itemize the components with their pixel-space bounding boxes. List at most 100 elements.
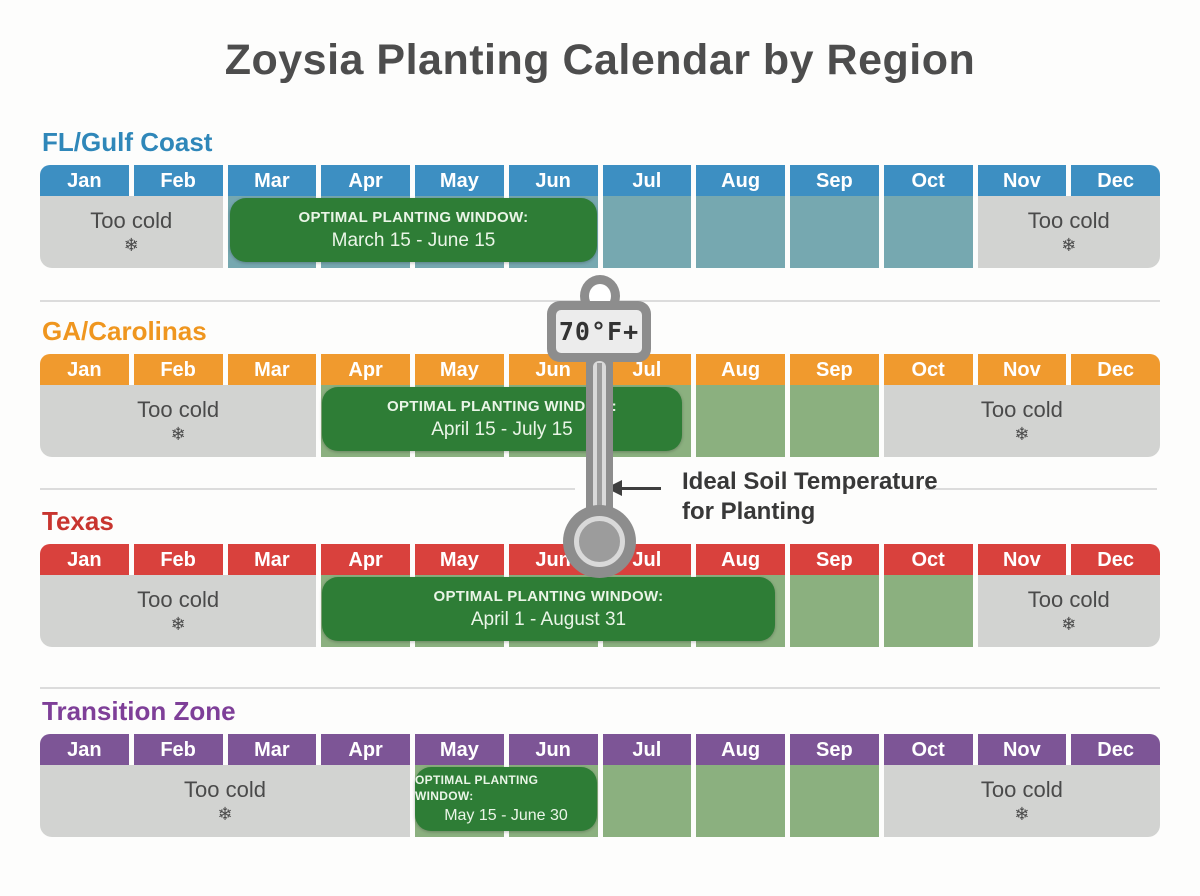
snowflake-icon: ❄ bbox=[123, 235, 139, 255]
month-header-jul: Jul bbox=[602, 165, 692, 197]
thermometer-display-frame: 70°F+ bbox=[547, 301, 651, 362]
month-header-mar: Mar bbox=[227, 734, 317, 766]
month-header-apr: Apr bbox=[321, 354, 410, 386]
month-header-aug: Aug bbox=[696, 165, 785, 197]
too-cold-segment: Too cold ❄ bbox=[977, 575, 1160, 647]
month-header-oct: Oct bbox=[883, 544, 973, 576]
month-header-feb: Feb bbox=[133, 734, 223, 766]
month-header-jan: Jan bbox=[40, 354, 129, 386]
month-header-dec: Dec bbox=[1071, 354, 1160, 386]
favorable-month-cell bbox=[790, 385, 879, 457]
snowflake-icon: ❄ bbox=[217, 804, 233, 824]
snowflake-icon: ❄ bbox=[170, 424, 186, 444]
month-header-oct: Oct bbox=[883, 165, 973, 197]
month-header-row: Jan Feb Mar Apr May Jun Jul Aug Sep Oct … bbox=[40, 165, 1160, 197]
month-header-nov: Nov bbox=[977, 544, 1067, 576]
month-header-jan: Jan bbox=[40, 734, 129, 766]
favorable-month-cell bbox=[602, 765, 692, 837]
too-cold-segment: Too cold ❄ bbox=[40, 575, 317, 647]
too-cold-segment: Too cold ❄ bbox=[977, 196, 1160, 268]
month-header-mar: Mar bbox=[227, 354, 317, 386]
favorable-month-cell bbox=[883, 575, 973, 647]
favorable-month-cell bbox=[790, 575, 879, 647]
arrow-line bbox=[621, 487, 661, 490]
snowflake-icon: ❄ bbox=[1061, 614, 1077, 634]
favorable-month-cell bbox=[602, 196, 692, 268]
month-header-sep: Sep bbox=[790, 734, 879, 766]
too-cold-segment: Too cold ❄ bbox=[883, 385, 1160, 457]
month-header-oct: Oct bbox=[883, 734, 973, 766]
too-cold-label: Too cold bbox=[980, 777, 1063, 802]
too-cold-label: Too cold bbox=[90, 208, 173, 233]
section-divider bbox=[925, 488, 1157, 490]
thermometer-bulb-icon bbox=[563, 505, 636, 578]
window-dates: March 15 - June 15 bbox=[331, 229, 496, 251]
month-header-aug: Aug bbox=[696, 734, 785, 766]
window-title: OPTIMAL PLANTING WINDOW: bbox=[387, 397, 617, 415]
too-cold-label: Too cold bbox=[137, 587, 220, 612]
callout-line-2: for Planting bbox=[682, 498, 816, 525]
thermometer-bulb-inner bbox=[574, 516, 625, 567]
region-texas: Texas Jan Feb Mar Apr May Jun Jul Aug Se… bbox=[40, 506, 1160, 647]
snowflake-icon: ❄ bbox=[1014, 804, 1030, 824]
optimal-planting-window: OPTIMAL PLANTING WINDOW: March 15 - June… bbox=[230, 198, 597, 262]
favorable-month-cell bbox=[790, 765, 879, 837]
month-header-jun: Jun bbox=[508, 165, 598, 197]
month-header-row: Jan Feb Mar Apr May Jun Jul Aug Sep Oct … bbox=[40, 734, 1160, 766]
region-title: GA/Carolinas bbox=[42, 316, 207, 346]
optimal-planting-window: OPTIMAL PLANTING WINDOW: April 15 - July… bbox=[322, 387, 682, 451]
month-header-nov: Nov bbox=[977, 734, 1067, 766]
window-title: OPTIMAL PLANTING WINDOW: bbox=[433, 587, 664, 605]
month-header-sep: Sep bbox=[790, 165, 879, 197]
region-transition-zone: Transition Zone Jan Feb Mar Apr May Jun … bbox=[40, 696, 1160, 837]
window-dates: May 15 - June 30 bbox=[444, 807, 568, 824]
month-header-dec: Dec bbox=[1071, 544, 1160, 576]
callout-line-1: Ideal Soil Temperature bbox=[682, 468, 938, 495]
region-fl-gulf-coast: FL/Gulf Coast Jan Feb Mar Apr May Jun Ju… bbox=[40, 127, 1160, 268]
thermometer-stem-mercury bbox=[597, 363, 602, 511]
month-header-feb: Feb bbox=[133, 354, 223, 386]
optimal-planting-window: OPTIMAL PLANTING WINDOW: May 15 - June 3… bbox=[415, 767, 597, 831]
thermometer-temperature-readout: 70°F+ bbox=[556, 310, 642, 353]
window-dates: April 15 - July 15 bbox=[431, 418, 573, 440]
snowflake-icon: ❄ bbox=[1014, 424, 1030, 444]
too-cold-label: Too cold bbox=[137, 397, 220, 422]
snowflake-icon: ❄ bbox=[1061, 235, 1077, 255]
month-header-jan: Jan bbox=[40, 544, 129, 576]
month-header-may: May bbox=[415, 165, 504, 197]
too-cold-segment: Too cold ❄ bbox=[883, 765, 1160, 837]
too-cold-label: Too cold bbox=[1027, 587, 1110, 612]
month-header-sep: Sep bbox=[790, 354, 879, 386]
favorable-month-cell bbox=[696, 385, 785, 457]
too-cold-segment: Too cold ❄ bbox=[40, 196, 223, 268]
month-header-mar: Mar bbox=[227, 544, 317, 576]
section-divider bbox=[40, 687, 1160, 689]
favorable-month-cell bbox=[790, 196, 879, 268]
region-title: Texas bbox=[42, 506, 114, 536]
month-header-sep: Sep bbox=[790, 544, 879, 576]
month-header-may: May bbox=[415, 734, 504, 766]
optimal-planting-window: OPTIMAL PLANTING WINDOW: April 1 - Augus… bbox=[322, 577, 775, 641]
favorable-month-cell bbox=[696, 196, 785, 268]
calendar-body-row: Too cold ❄ Too cold ❄ bbox=[40, 765, 1160, 837]
window-title: OPTIMAL PLANTING WINDOW: bbox=[415, 773, 539, 803]
month-header-dec: Dec bbox=[1071, 165, 1160, 197]
month-header-jan: Jan bbox=[40, 165, 129, 197]
month-header-jun: Jun bbox=[508, 734, 598, 766]
thermometer-stem-icon bbox=[586, 361, 613, 511]
too-cold-label: Too cold bbox=[184, 777, 266, 802]
calendar-body-row: Too cold ❄ Too cold ❄ bbox=[40, 196, 1160, 268]
month-header-oct: Oct bbox=[883, 354, 973, 386]
page-title: Zoysia Planting Calendar by Region bbox=[224, 36, 976, 84]
month-header-apr: Apr bbox=[321, 544, 410, 576]
month-header-nov: Nov bbox=[977, 354, 1067, 386]
too-cold-label: Too cold bbox=[1027, 208, 1110, 233]
month-header-apr: Apr bbox=[321, 165, 410, 197]
window-dates: April 1 - August 31 bbox=[470, 608, 627, 630]
month-header-aug: Aug bbox=[696, 354, 785, 386]
region-ga-carolinas: GA/Carolinas Jan Feb Mar Apr May Jun Jul… bbox=[40, 316, 1160, 457]
month-header-mar: Mar bbox=[227, 165, 317, 197]
month-header-feb: Feb bbox=[133, 165, 223, 197]
region-title: Transition Zone bbox=[42, 696, 236, 726]
